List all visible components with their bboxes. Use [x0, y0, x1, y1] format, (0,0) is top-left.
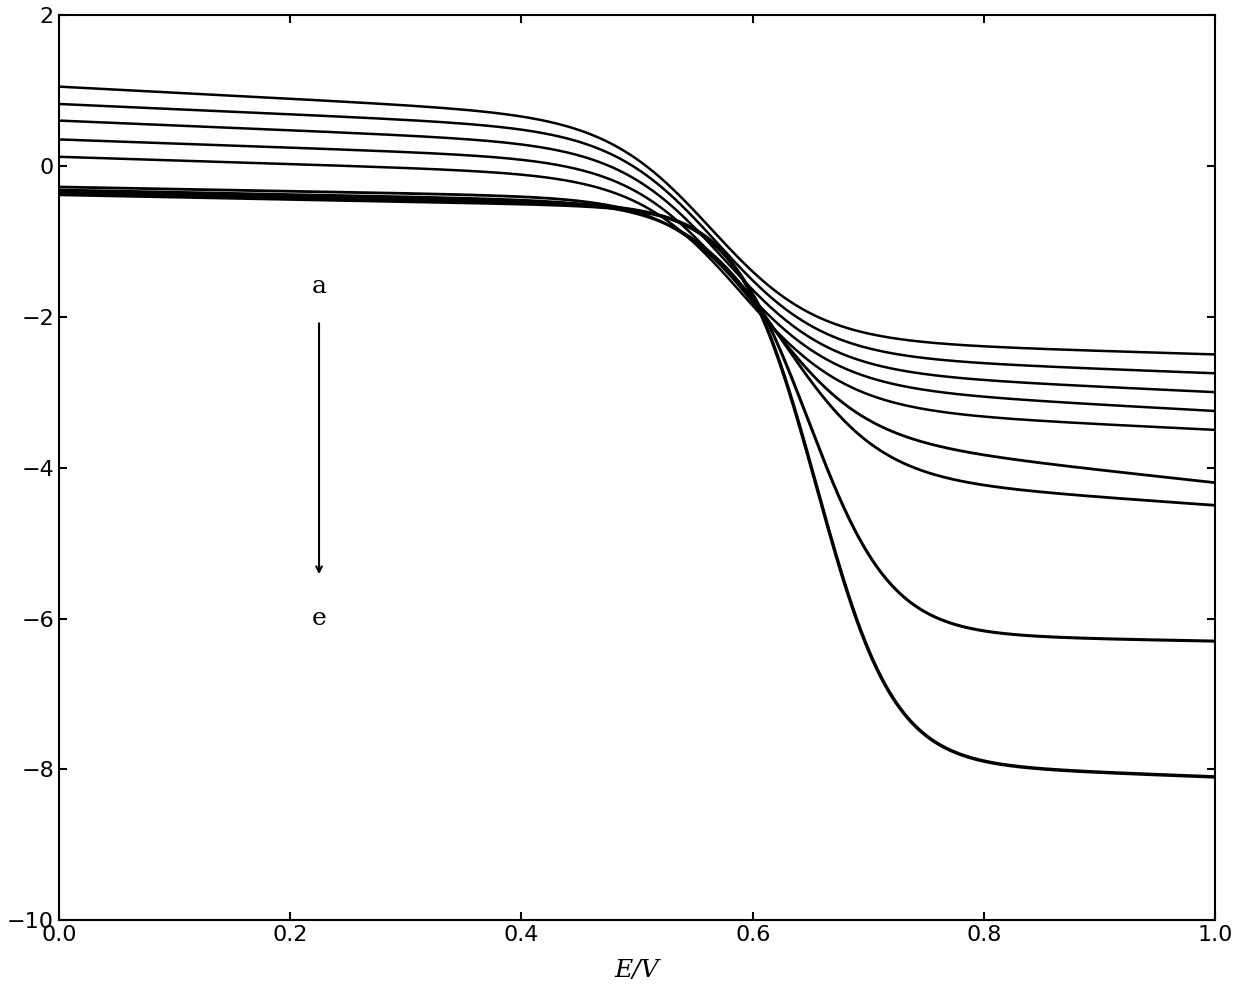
Text: a: a: [311, 275, 326, 298]
Text: e: e: [311, 607, 326, 630]
X-axis label: E/V: E/V: [615, 959, 660, 982]
